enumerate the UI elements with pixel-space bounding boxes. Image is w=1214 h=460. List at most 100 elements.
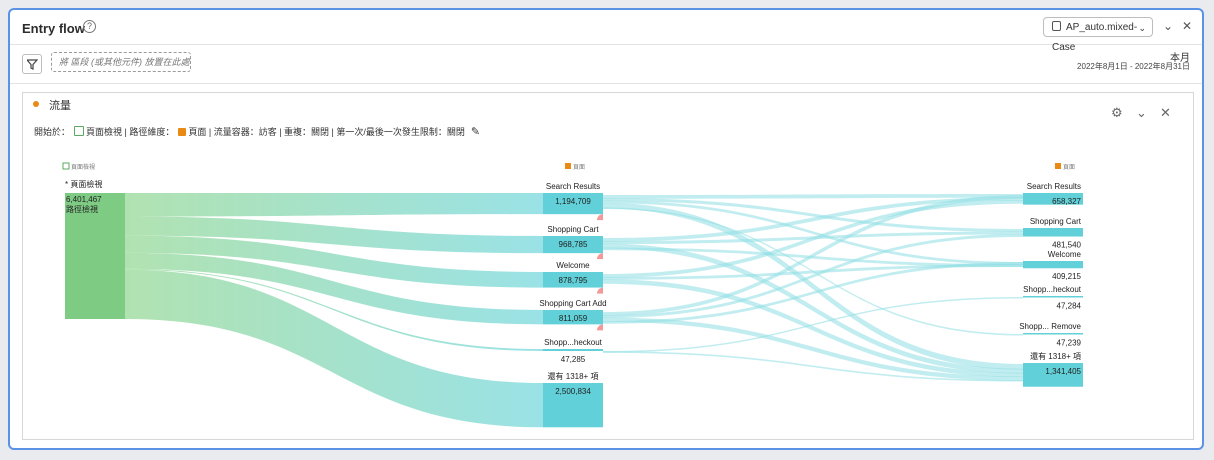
flow-link-entry <box>125 235 543 288</box>
flow-node <box>543 349 603 351</box>
panel-header: Entry flow ? AP_auto.mixed-Case ⌄ ⌄ ✕ <box>10 10 1202 53</box>
segment-dropdown[interactable]: AP_auto.mixed-Case ⌄ <box>1043 17 1153 53</box>
entry-flow-panel: Entry flow ? AP_auto.mixed-Case ⌄ ⌄ ✕ 將 … <box>8 8 1204 450</box>
flow-node-label: Shopping Cart Add <box>539 299 606 308</box>
close-panel-icon[interactable]: ✕ <box>1182 19 1193 33</box>
flow-node-label: Shopp...heckout <box>1023 285 1082 294</box>
flow-node <box>1023 193 1083 205</box>
flow-link-entry <box>125 252 543 325</box>
flow-link <box>603 297 1023 353</box>
flow-node-value: 409,215 <box>1052 272 1081 281</box>
flow-node-value: 481,540 <box>1052 241 1081 250</box>
date-range-dates[interactable]: 2022年8月1日 - 2022年8月31日 <box>1077 62 1190 71</box>
flow-node-label: 還有 1318+ 項 <box>1030 351 1081 361</box>
entry-node-label: * 頁面檢視 <box>65 179 102 189</box>
flow-link <box>603 262 1023 324</box>
flow-node-value: 47,239 <box>1057 339 1082 348</box>
filter-icon[interactable] <box>22 54 42 74</box>
flow-link <box>603 194 1023 199</box>
close-icon[interactable]: ✕ <box>1160 105 1171 120</box>
column-header-icon <box>565 163 571 169</box>
settings-prefix: 開始於： <box>34 127 71 137</box>
status-dot-icon <box>33 101 39 107</box>
flow-node-value: 968,785 <box>559 240 588 249</box>
flow-link <box>603 198 1023 233</box>
flow-node-value: 47,285 <box>561 355 586 364</box>
flow-link <box>603 351 1023 382</box>
flow-node <box>1023 261 1083 269</box>
flow-link <box>603 317 1023 381</box>
flow-node <box>543 310 603 325</box>
flow-link <box>603 243 1023 374</box>
flow-link-entry <box>125 269 543 428</box>
visualization-title: 流量 <box>49 100 71 112</box>
column-header: 頁面 <box>573 164 585 171</box>
flow-node-label: 還有 1318+ 項 <box>548 371 599 381</box>
flow-node <box>543 236 603 254</box>
flow-node <box>543 193 603 215</box>
flow-link-entry <box>125 268 543 351</box>
gear-icon[interactable]: ⚙ <box>1111 105 1123 120</box>
flow-node <box>543 272 603 288</box>
flow-node-label: Shopp...heckout <box>544 338 603 347</box>
flow-node-label: Shopping Cart <box>547 225 599 234</box>
flow-node-label: Shopping Cart <box>1030 217 1082 226</box>
flow-link <box>603 195 1023 316</box>
help-icon[interactable]: ? <box>83 20 96 33</box>
column-header-icon <box>1055 163 1061 169</box>
flow-node-label: Shopp... Remove <box>1019 322 1081 331</box>
exit-marker <box>597 287 603 294</box>
flow-node-value: 2,500,834 <box>555 387 591 396</box>
exit-marker <box>597 253 603 260</box>
flow-node-label: Search Results <box>546 182 600 191</box>
pageview-icon <box>74 126 85 136</box>
flow-link <box>603 207 1023 336</box>
chevron-down-icon: ⌄ <box>1138 23 1146 33</box>
panel-title: Entry flow <box>22 21 85 36</box>
segment-drop-zone[interactable]: 將 區段 (或其他元件) 放置在此處 <box>51 52 191 72</box>
flow-node-value: 47,284 <box>1057 302 1082 311</box>
flow-link <box>603 200 1023 265</box>
flow-visualization-card: 流量 ⚙ ⌄ ✕ 開始於： 頁面檢視 | 路徑維度： 頁面 | 流量容器：訪客 | … <box>22 92 1194 440</box>
settings-rest: 頁面 | 流量容器：訪客 | 重複：關閉 | 第一次/最後一次發生限制：關閉 <box>188 127 465 137</box>
column-header: 頁面 <box>1063 164 1075 171</box>
edit-pencil-icon[interactable]: ✎ <box>470 126 481 138</box>
page-dimension-icon <box>178 128 187 136</box>
flow-node <box>1023 333 1083 335</box>
flow-node <box>1023 363 1083 387</box>
flow-node-value: 878,795 <box>559 276 588 285</box>
flow-node-label: Search Results <box>1027 182 1081 191</box>
entry-node-sublabel: 路徑檢視 <box>66 204 98 214</box>
exit-marker <box>597 214 603 221</box>
chevron-down-icon[interactable]: ⌄ <box>1136 105 1147 120</box>
filter-bar: 將 區段 (或其他元件) 放置在此處 本月 2022年8月1日 - 2022年8… <box>10 45 1202 84</box>
flow-link-entry <box>125 193 543 217</box>
flow-link <box>603 279 1023 378</box>
flow-node-value: 658,327 <box>1052 197 1081 206</box>
date-range-label[interactable]: 本月 <box>1170 53 1190 64</box>
flow-node <box>1023 228 1083 237</box>
exit-marker <box>597 324 603 331</box>
entry-node <box>65 193 125 319</box>
collapse-panel-icon[interactable]: ⌄ <box>1163 19 1174 33</box>
flow-node-value: 1,341,405 <box>1045 367 1081 376</box>
flow-node <box>543 383 603 428</box>
flow-node-value: 811,059 <box>559 314 588 323</box>
segment-icon <box>1052 21 1061 31</box>
flow-node-label: Welcome <box>1048 250 1082 259</box>
settings-start: 頁面檢視 | 路徑維度： <box>86 127 175 137</box>
flow-settings: 開始於： 頁面檢視 | 路徑維度： 頁面 | 流量容器：訪客 | 重複：關閉 | 第… <box>34 125 480 138</box>
column-header-icon <box>62 162 70 170</box>
flow-link <box>603 200 1023 278</box>
flow-node <box>1023 296 1083 298</box>
column-header: 頁面檢視 <box>71 163 95 171</box>
flow-node-label: Welcome <box>556 261 590 270</box>
flow-node-value: 1,194,709 <box>555 197 591 206</box>
segment-label: AP_auto.mixed-Case <box>1052 22 1138 53</box>
flow-link-entry <box>125 216 543 254</box>
flow-link <box>603 233 1023 319</box>
entry-node-value: 6,401,467 <box>66 195 102 204</box>
flow-link <box>603 197 1023 242</box>
flow-link <box>603 247 1023 268</box>
